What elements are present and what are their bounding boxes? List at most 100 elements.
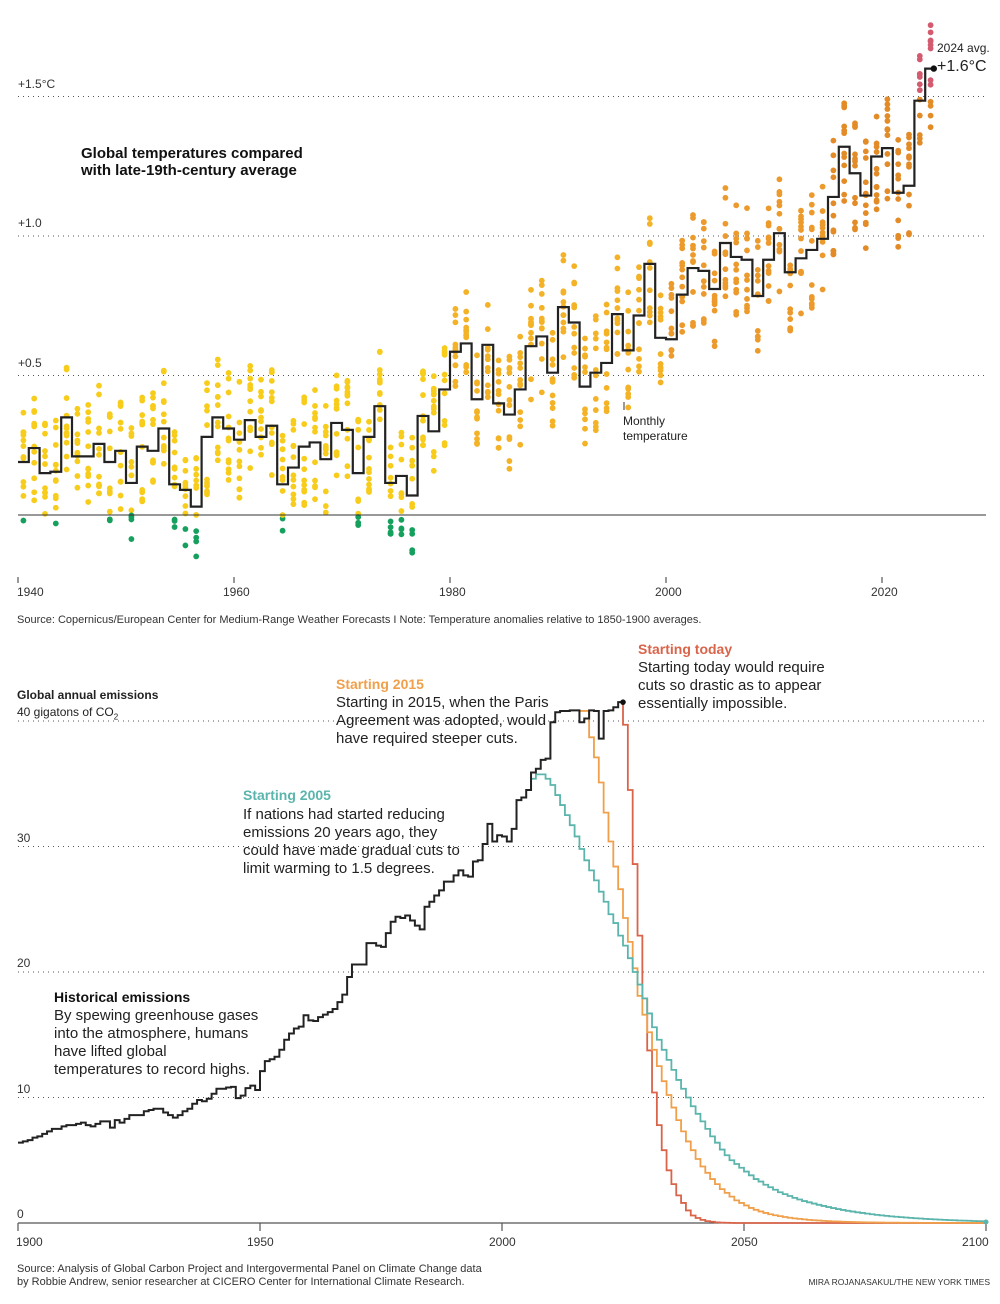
- monthly-dot: [906, 141, 912, 148]
- monthly-dot: [571, 374, 578, 381]
- monthly-dot: [214, 394, 221, 400]
- monthly-dot: [20, 454, 27, 460]
- monthly-dot: [398, 441, 405, 448]
- monthly-dot: [733, 276, 740, 283]
- monthly-dot: [474, 387, 480, 394]
- monthly-dot: [657, 360, 664, 367]
- monthly-dot: [214, 402, 221, 408]
- monthly-dot: [690, 234, 696, 241]
- monthly-dot: [841, 150, 848, 157]
- monthly-dot: [744, 277, 750, 283]
- monthly-dot: [409, 530, 416, 537]
- monthly-dot: [528, 322, 534, 329]
- monthly-dot: [733, 266, 740, 273]
- monthly-dot: [312, 414, 318, 421]
- monthly-dot: [776, 288, 783, 295]
- monthly-dot: [841, 191, 848, 198]
- monthly-dot: [884, 161, 891, 168]
- monthly-dot: [592, 395, 599, 402]
- monthly-dot: [474, 440, 480, 446]
- monthly-dot: [430, 453, 437, 460]
- monthly-dot: [906, 191, 912, 198]
- monthly-dot: [204, 422, 210, 428]
- monthly-dot: [862, 202, 869, 209]
- monthly-dot: [862, 210, 869, 216]
- monthly-dot: [268, 394, 275, 401]
- monthly-dot: [636, 264, 642, 271]
- monthly-dot: [657, 309, 664, 316]
- monthly-dot: [582, 364, 588, 371]
- monthly-dot: [474, 430, 480, 437]
- temperature-source: Source: Copernicus/European Center for M…: [17, 614, 702, 626]
- monthly-dot: [85, 499, 92, 505]
- monthly-dot: [625, 328, 632, 335]
- monthly-dot: [420, 436, 426, 443]
- monthly-dot: [808, 192, 815, 199]
- monthly-dot: [96, 483, 102, 490]
- monthly-dot: [679, 262, 686, 269]
- monthly-dot: [625, 307, 632, 314]
- monthly-dot: [85, 466, 92, 473]
- monthly-dot: [690, 322, 696, 329]
- monthly-dot: [355, 444, 362, 451]
- unit-label: 40 gigatons of CO2: [17, 706, 118, 721]
- monthly-dot: [236, 486, 243, 493]
- monthly-dot: [733, 286, 740, 293]
- monthly-dot: [571, 330, 578, 337]
- monthly-dot: [592, 345, 599, 352]
- monthly-dot: [560, 257, 567, 264]
- monthly-dot: [409, 547, 416, 554]
- monthly-dot: [765, 235, 772, 242]
- monthly-dot: [312, 428, 318, 435]
- monthly-dot: [808, 300, 815, 307]
- monthly-dot: [484, 346, 491, 353]
- monthly-dot: [582, 369, 588, 375]
- monthly-dot: [722, 280, 729, 286]
- monthly-dot: [387, 488, 394, 494]
- monthly-dot: [268, 377, 275, 384]
- monthly-dot: [301, 397, 308, 403]
- monthly-dot: [754, 336, 761, 343]
- monthly-dot: [366, 475, 372, 482]
- monthly-dot: [247, 375, 254, 382]
- monthly-dot: [841, 100, 848, 107]
- monthly-dot: [52, 461, 59, 468]
- monthly-dot: [754, 347, 761, 354]
- monthly-dot: [819, 183, 826, 190]
- monthly-dot: [841, 162, 848, 169]
- monthly-dot: [387, 444, 394, 451]
- monthly-dot: [614, 254, 621, 261]
- monthly-dot: [366, 487, 372, 494]
- monthly-dot: [279, 437, 286, 444]
- monthly-dot: [873, 113, 880, 120]
- monthly-dot: [506, 383, 513, 390]
- monthly-dot: [398, 429, 405, 436]
- monthly-dot: [376, 416, 383, 423]
- monthly-dot: [776, 191, 783, 198]
- monthly-dot: [668, 285, 675, 291]
- monthly-dot: [355, 496, 362, 503]
- monthly-dot: [830, 248, 837, 254]
- monthly-dot: [830, 152, 837, 159]
- monthly-dot: [376, 407, 383, 413]
- monthly-dot: [63, 453, 70, 460]
- monthly-dot: [636, 273, 642, 280]
- monthly-dot: [247, 448, 254, 455]
- monthly-dot: [31, 489, 38, 496]
- monthly-dot: [290, 417, 297, 424]
- monthly-dot: [722, 293, 729, 300]
- monthly-dot: [96, 445, 102, 452]
- monthly-dot: [85, 429, 92, 435]
- monthly-dot: [312, 496, 318, 503]
- monthly-dot: [916, 81, 923, 88]
- monthly-dot: [268, 389, 275, 395]
- monthly-dot: [171, 518, 178, 524]
- monthly-dot: [830, 167, 837, 174]
- monthly-dot: [906, 145, 912, 152]
- monthly-dot: [830, 227, 837, 234]
- monthly-dot: [830, 174, 837, 181]
- monthly-dot: [798, 270, 804, 277]
- monthly-dot: [74, 458, 81, 465]
- monthly-dot: [301, 499, 308, 506]
- monthly-dot: [387, 529, 394, 536]
